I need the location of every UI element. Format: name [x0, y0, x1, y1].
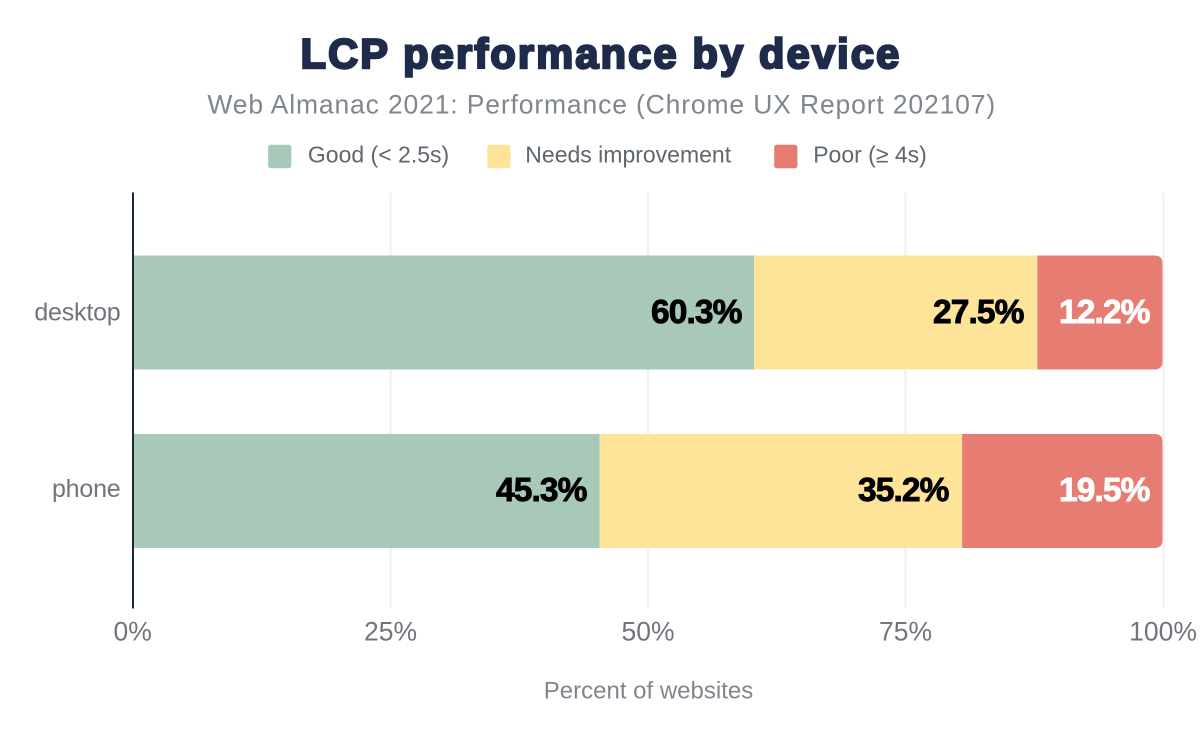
- svg-text:Percent of websites: Percent of websites: [544, 678, 753, 705]
- svg-text:50%: 50%: [621, 617, 674, 647]
- svg-text:12.2%: 12.2%: [1059, 294, 1150, 331]
- svg-text:0%: 0%: [114, 617, 152, 647]
- svg-text:LCP performance by device: LCP performance by device: [301, 30, 902, 77]
- svg-text:Web Almanac 2021: Performance: Web Almanac 2021: Performance (Chrome UX…: [207, 89, 996, 119]
- svg-text:25%: 25%: [364, 617, 417, 647]
- svg-text:60.3%: 60.3%: [651, 294, 742, 331]
- svg-text:Good (< 2.5s): Good (< 2.5s): [308, 142, 449, 168]
- svg-text:Needs improvement: Needs improvement: [525, 142, 731, 168]
- svg-text:45.3%: 45.3%: [496, 472, 587, 509]
- svg-text:desktop: desktop: [34, 298, 120, 326]
- svg-text:19.5%: 19.5%: [1059, 472, 1150, 509]
- svg-text:phone: phone: [52, 475, 121, 503]
- svg-text:Poor (≥ 4s): Poor (≥ 4s): [813, 142, 927, 168]
- svg-text:35.2%: 35.2%: [858, 472, 949, 509]
- svg-text:75%: 75%: [879, 617, 932, 647]
- svg-text:100%: 100%: [1129, 617, 1197, 647]
- svg-text:27.5%: 27.5%: [933, 294, 1024, 331]
